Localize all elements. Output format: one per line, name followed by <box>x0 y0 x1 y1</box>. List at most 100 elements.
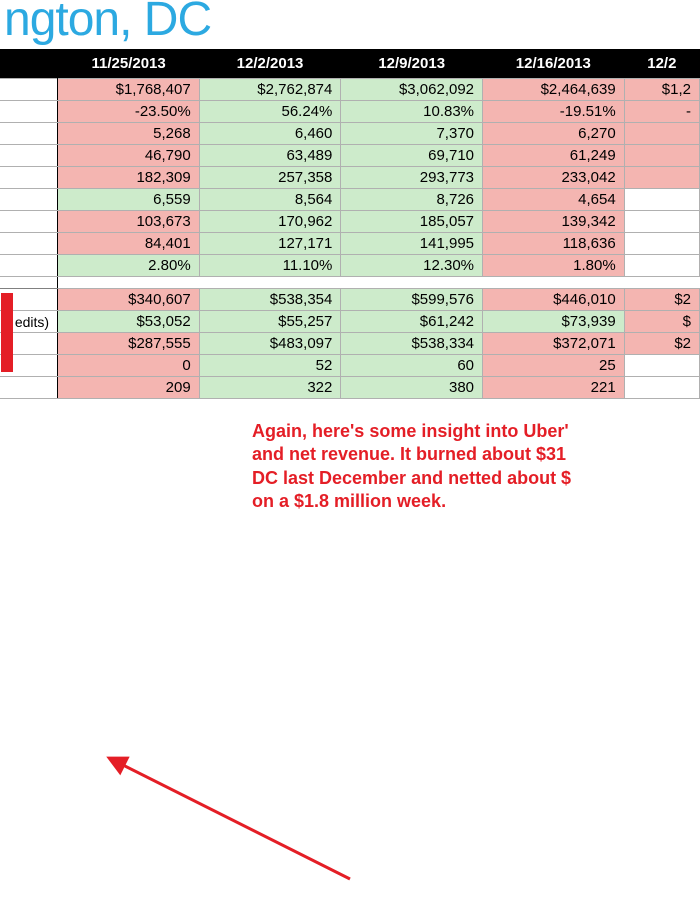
data-cell: 5,268 <box>58 123 200 145</box>
data-cell: $2 <box>624 289 699 311</box>
table-row: 2.80%11.10%12.30%1.80% <box>0 255 700 277</box>
data-cell: 61,249 <box>483 145 625 167</box>
data-cell: 63,489 <box>199 145 341 167</box>
data-cell: $287,555 <box>58 333 200 355</box>
data-cell: $2,762,874 <box>199 79 341 101</box>
data-cell: 11.10% <box>199 255 341 277</box>
data-cell: 293,773 <box>341 167 483 189</box>
table-row: 103,673170,962185,057139,342 <box>0 211 700 233</box>
data-cell: $599,576 <box>341 289 483 311</box>
column-header: 11/25/2013 <box>58 49 200 79</box>
data-cell <box>624 255 699 277</box>
data-cell: $446,010 <box>483 289 625 311</box>
table-row: edits)$53,052$55,257$61,242$73,939$ <box>0 311 700 333</box>
data-cell: $1,2 <box>624 79 699 101</box>
table-row: 0526025 <box>0 355 700 377</box>
data-cell: $538,354 <box>199 289 341 311</box>
table-row: $340,607$538,354$599,576$446,010$2 <box>0 289 700 311</box>
row-label <box>0 79 58 101</box>
data-cell <box>624 377 699 399</box>
data-cell: 6,559 <box>58 189 200 211</box>
data-cell: $ <box>624 311 699 333</box>
data-cell <box>483 277 625 289</box>
annotation-line: Again, here's some insight into Uber' <box>252 420 571 443</box>
data-cell <box>624 233 699 255</box>
data-cell: 182,309 <box>58 167 200 189</box>
data-cell: 209 <box>58 377 200 399</box>
table-row: 46,79063,48969,71061,249 <box>0 145 700 167</box>
data-cell: 46,790 <box>58 145 200 167</box>
table-row: 6,5598,5648,7264,654 <box>0 189 700 211</box>
data-cell <box>624 145 699 167</box>
annotation-line: and net revenue. It burned about $31 <box>252 443 571 466</box>
data-cell: 25 <box>483 355 625 377</box>
data-cell: 12.30% <box>341 255 483 277</box>
data-cell: 60 <box>341 355 483 377</box>
data-cell <box>199 277 341 289</box>
data-cell <box>624 277 699 289</box>
data-cell: $3,062,092 <box>341 79 483 101</box>
table-wrapper: 11/25/201312/2/201312/9/201312/16/201312… <box>0 49 700 399</box>
data-cell: 141,995 <box>341 233 483 255</box>
data-cell: 10.83% <box>341 101 483 123</box>
row-label <box>0 167 58 189</box>
data-cell <box>624 167 699 189</box>
column-header: 12/2 <box>624 49 699 79</box>
data-cell <box>341 277 483 289</box>
table-row: -23.50%56.24%10.83%-19.51%- <box>0 101 700 123</box>
annotation-text: Again, here's some insight into Uber'and… <box>252 420 571 514</box>
data-cell: 69,710 <box>341 145 483 167</box>
data-cell: 7,370 <box>341 123 483 145</box>
table-row: 84,401127,171141,995118,636 <box>0 233 700 255</box>
data-cell <box>624 355 699 377</box>
row-label <box>0 189 58 211</box>
data-cell: -19.51% <box>483 101 625 123</box>
row-label <box>0 123 58 145</box>
data-cell: -23.50% <box>58 101 200 123</box>
column-header: 12/16/2013 <box>483 49 625 79</box>
data-cell: 380 <box>341 377 483 399</box>
data-cell: $372,071 <box>483 333 625 355</box>
row-label <box>0 277 58 289</box>
data-cell: $340,607 <box>58 289 200 311</box>
table-row: 182,309257,358293,773233,042 <box>0 167 700 189</box>
data-cell: $61,242 <box>341 311 483 333</box>
annotation-line: DC last December and netted about $ <box>252 467 571 490</box>
page-title: ngton, DC <box>0 0 700 47</box>
row-label <box>0 233 58 255</box>
row-label <box>0 255 58 277</box>
highlight-marker <box>1 293 13 372</box>
table-row <box>0 277 700 289</box>
data-cell: 6,460 <box>199 123 341 145</box>
column-header: 12/9/2013 <box>341 49 483 79</box>
data-cell: 322 <box>199 377 341 399</box>
row-label <box>0 377 58 399</box>
header-label-blank <box>0 49 58 79</box>
data-cell: 56.24% <box>199 101 341 123</box>
annotation-line: on a $1.8 million week. <box>252 490 571 513</box>
data-cell: 8,564 <box>199 189 341 211</box>
data-cell: $2,464,639 <box>483 79 625 101</box>
row-label <box>0 101 58 123</box>
data-cell: 103,673 <box>58 211 200 233</box>
data-cell <box>624 123 699 145</box>
data-cell <box>624 211 699 233</box>
data-cell: 8,726 <box>341 189 483 211</box>
data-cell: 185,057 <box>341 211 483 233</box>
data-cell: $2 <box>624 333 699 355</box>
data-cell: 84,401 <box>58 233 200 255</box>
data-cell: $73,939 <box>483 311 625 333</box>
column-header: 12/2/2013 <box>199 49 341 79</box>
data-cell: 139,342 <box>483 211 625 233</box>
row-label <box>0 145 58 167</box>
data-cell: $1,768,407 <box>58 79 200 101</box>
data-cell: $53,052 <box>58 311 200 333</box>
data-cell: $483,097 <box>199 333 341 355</box>
data-cell: 118,636 <box>483 233 625 255</box>
table-row: 5,2686,4607,3706,270 <box>0 123 700 145</box>
data-cell: 6,270 <box>483 123 625 145</box>
table-row: 209322380221 <box>0 377 700 399</box>
data-cell: 221 <box>483 377 625 399</box>
data-cell: - <box>624 101 699 123</box>
data-cell: $55,257 <box>199 311 341 333</box>
